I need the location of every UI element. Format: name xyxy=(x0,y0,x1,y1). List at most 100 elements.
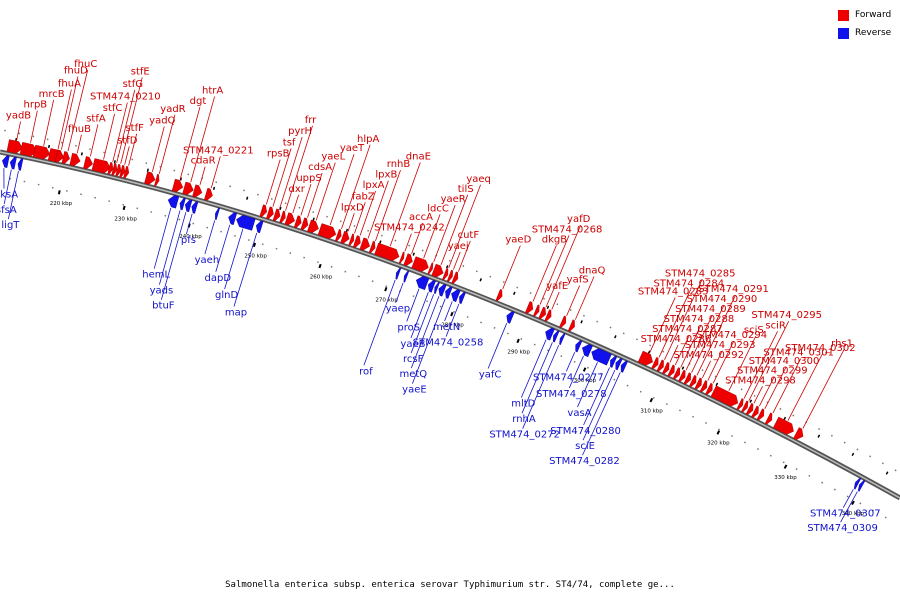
reverse-gene-dksa xyxy=(2,155,10,168)
forward-gene-yaer xyxy=(427,262,434,275)
reverse-gene-rof xyxy=(395,267,402,280)
callout-line xyxy=(702,360,712,379)
callout-line xyxy=(521,342,553,414)
reverse-gene-vasa xyxy=(591,348,612,366)
gene-label-dnaq: dnaQ xyxy=(579,266,606,277)
minor-tick xyxy=(647,350,651,354)
gene-label-glnd: glnD xyxy=(215,290,238,301)
reverse-gene-stm474_0307 xyxy=(853,477,862,490)
gene-label-stm474_0286: STM474_0286 xyxy=(641,334,712,345)
minor-tick xyxy=(851,452,855,457)
callout-line xyxy=(341,144,371,230)
gene-label-stm474_0298: STM474_0298 xyxy=(725,375,796,386)
callout-line xyxy=(190,96,215,183)
scale-tick xyxy=(318,263,322,269)
callout-line xyxy=(76,134,82,154)
gene-label-ldcc: ldcC xyxy=(427,203,449,214)
callout-line xyxy=(363,279,396,366)
callout-line xyxy=(367,180,389,239)
gene-label-mltd: mltD xyxy=(511,399,535,410)
callout-line xyxy=(215,224,231,272)
gene-label-upps: uppS xyxy=(296,173,321,184)
forward-gene-stm474_0291 xyxy=(689,374,697,388)
gene-label-hlpa: hlpA xyxy=(357,134,379,145)
forward-gene-mrcb xyxy=(32,144,51,160)
callout-line xyxy=(759,376,775,407)
callout-line xyxy=(583,367,610,426)
callout-line xyxy=(179,106,201,180)
reverse-gene-stm474_0309 xyxy=(857,480,866,492)
callout-line xyxy=(43,99,55,146)
minor-tick xyxy=(246,196,249,200)
forward-gene-fhud xyxy=(55,149,64,163)
gene-label-yads: yads xyxy=(150,286,174,297)
scale-tick xyxy=(450,311,454,317)
gene-label-stm474_0278: STM474_0278 xyxy=(536,389,607,400)
callout-line xyxy=(582,372,621,456)
callout-line xyxy=(658,289,692,358)
forward-gene-stm474_0285 xyxy=(656,359,664,372)
callout-line xyxy=(395,282,404,303)
minor-tick xyxy=(783,416,787,421)
forward-gene-stfd xyxy=(119,164,126,178)
gene-label-yaeb: yaeB xyxy=(400,339,425,350)
callout-line xyxy=(186,213,193,235)
callout-line xyxy=(347,213,355,232)
forward-gene-acca xyxy=(403,253,413,267)
callout-line xyxy=(728,335,757,392)
scale-tick xyxy=(649,397,654,403)
minor-tick xyxy=(412,252,415,256)
reverse-gene-stm474_0272 xyxy=(559,333,566,346)
callout-line xyxy=(522,344,560,429)
gene-label-dgt: dgt xyxy=(190,96,207,107)
reverse-gene-yaeb xyxy=(427,279,436,293)
callout-line xyxy=(112,102,128,162)
gene-label-stff: stfF xyxy=(125,123,144,134)
scale-tick xyxy=(516,338,520,344)
reverse-gene-stm474_0277 xyxy=(575,340,583,353)
callout-line xyxy=(577,362,598,408)
forward-gene-rnhb xyxy=(368,240,376,254)
minor-tick xyxy=(312,217,315,221)
forward-gene-pyrh xyxy=(272,208,281,222)
gene-label-yael: yaeL xyxy=(321,152,345,163)
forward-gene-yafs xyxy=(559,315,566,328)
scale-tick xyxy=(716,430,721,435)
callout-line xyxy=(315,162,336,221)
reverse-gene-yads xyxy=(179,197,186,211)
reverse-gene-metn xyxy=(451,289,461,303)
callout-line xyxy=(354,202,366,234)
gene-label-sfsa: sfsA xyxy=(0,205,17,216)
forward-gene-tils xyxy=(431,263,444,278)
callout-line xyxy=(153,207,172,269)
gene-label-yaep: yaep xyxy=(386,303,411,314)
callout-line xyxy=(440,194,469,266)
callout-line xyxy=(411,222,424,255)
minor-tick xyxy=(379,240,382,244)
callout-line xyxy=(116,89,136,163)
callout-line xyxy=(748,321,790,401)
gene-label-dkgb: dkgB xyxy=(542,234,567,245)
scale-tick xyxy=(851,500,855,506)
scale-tick xyxy=(57,190,61,195)
callout-line xyxy=(16,121,21,141)
callout-line xyxy=(842,489,854,508)
reverse-gene-stm474_0280 xyxy=(610,355,618,368)
forward-gene-stm474_0287 xyxy=(667,364,675,377)
gene-label-stm474_0309: STM474_0309 xyxy=(807,523,878,534)
callout-line xyxy=(802,349,845,429)
reverse-swatch-icon xyxy=(838,27,849,39)
forward-gene-scir xyxy=(736,398,744,411)
forward-gene-stm474_0289 xyxy=(678,369,686,382)
callout-line xyxy=(707,350,723,381)
callout-line xyxy=(448,184,481,268)
callout-line xyxy=(292,194,300,214)
gene-label-stm474_0280: STM474_0280 xyxy=(550,426,621,437)
gene-label-fhub: fhuB xyxy=(68,124,91,135)
gene-label-dxr: dxr xyxy=(288,184,305,195)
callout-line xyxy=(160,211,187,300)
callout-line xyxy=(224,228,244,290)
reverse-gene-rcsf xyxy=(434,281,440,295)
forward-gene-yafe xyxy=(544,309,552,322)
gene-label-scie: sciE xyxy=(575,441,595,452)
